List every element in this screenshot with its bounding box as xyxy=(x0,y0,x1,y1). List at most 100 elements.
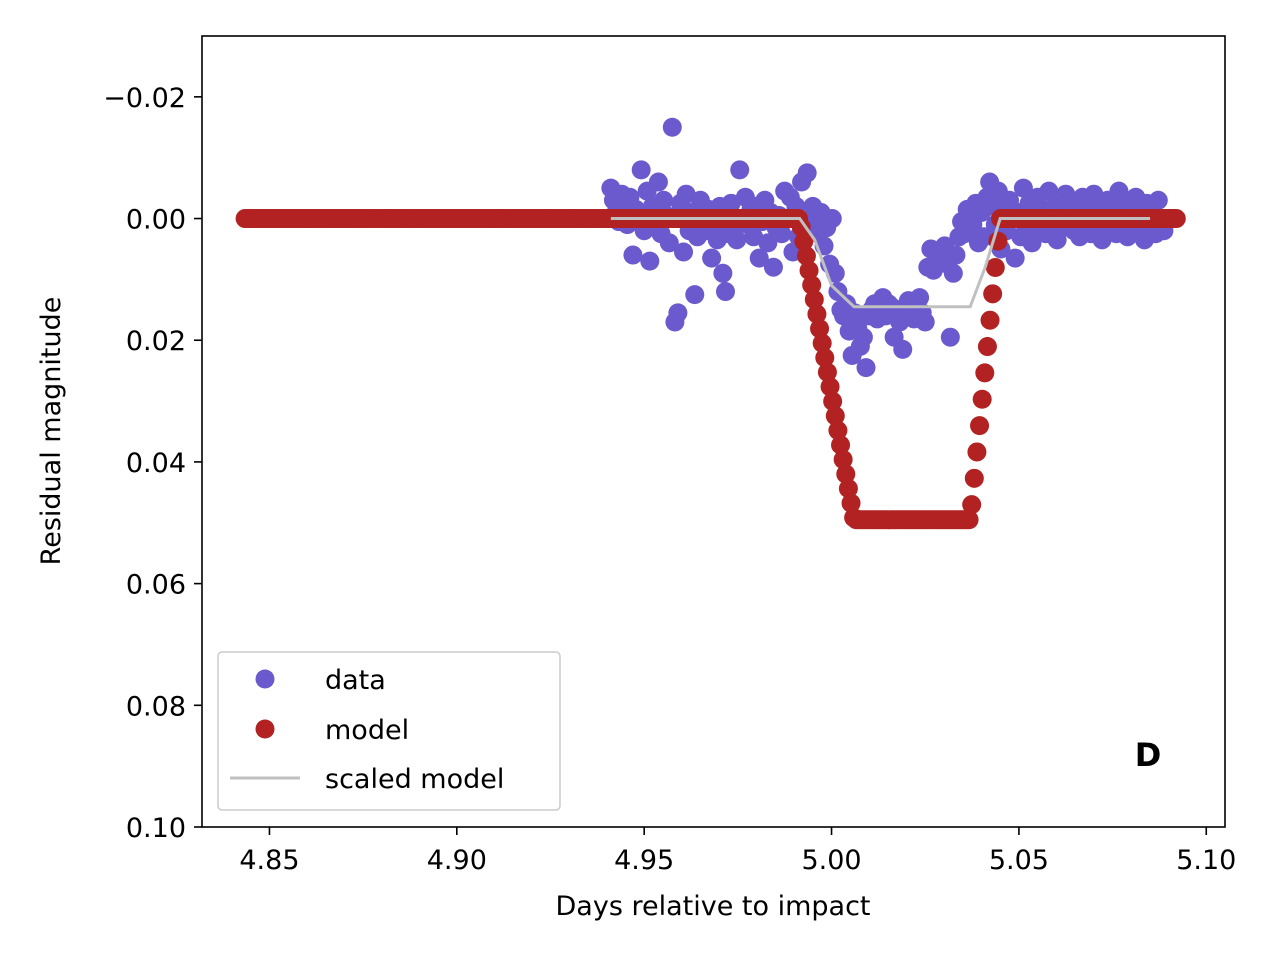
legend-label-scaled-model: scaled model xyxy=(325,764,504,795)
model-point xyxy=(833,449,853,469)
data-point xyxy=(943,263,963,283)
data-point xyxy=(685,285,705,305)
model-point xyxy=(799,260,819,280)
data-point xyxy=(1005,248,1025,268)
data-point xyxy=(654,190,674,210)
y-tick-label: 0.04 xyxy=(126,448,186,479)
x-tick-label: 4.90 xyxy=(427,845,487,876)
model-point xyxy=(980,310,1000,330)
data-point xyxy=(721,193,741,213)
data-point xyxy=(662,117,682,137)
y-tick-label: 0.06 xyxy=(126,570,186,601)
model-point xyxy=(804,290,824,310)
model-point xyxy=(823,391,843,411)
data-point xyxy=(674,242,694,262)
data-point xyxy=(893,339,913,359)
legend-label-data: data xyxy=(325,665,386,696)
model-point xyxy=(975,363,995,383)
model-point xyxy=(796,246,816,266)
data-point xyxy=(856,358,876,378)
y-tick-label: 0.10 xyxy=(126,813,186,844)
data-point xyxy=(676,184,696,204)
data-point xyxy=(825,263,845,283)
legend-label-model: model xyxy=(325,715,409,746)
data-point xyxy=(1109,181,1129,201)
legend-marker-data xyxy=(255,669,275,689)
data-point xyxy=(730,160,750,180)
x-axis-label: Days relative to impact xyxy=(556,891,871,922)
y-axis-label: Residual magnitude xyxy=(36,297,67,566)
model-point xyxy=(791,217,811,237)
x-tick-label: 5.10 xyxy=(1176,845,1236,876)
data-point xyxy=(631,160,651,180)
legend-marker-model xyxy=(255,719,275,739)
data-point xyxy=(772,224,792,244)
data-point xyxy=(915,312,935,332)
x-tick-label: 4.95 xyxy=(614,845,674,876)
model-point xyxy=(972,389,992,409)
plot-frame xyxy=(201,35,1226,828)
scaled-model-line xyxy=(610,217,1151,309)
data-point xyxy=(623,245,643,265)
model-point xyxy=(815,348,835,368)
model-point xyxy=(977,337,997,357)
model-point xyxy=(964,468,984,488)
y-axis: −0.02 0.00 0.02 0.04 0.06 0.08 0.10 xyxy=(103,83,202,844)
data-point xyxy=(640,251,660,271)
y-tick-label: 0.00 xyxy=(126,205,186,236)
y-tick-label: 0.08 xyxy=(126,691,186,722)
panel-letter: D xyxy=(1135,736,1162,774)
model-point xyxy=(841,493,861,513)
model-point xyxy=(959,510,979,530)
model-point xyxy=(1166,209,1186,229)
legend-box xyxy=(217,651,561,811)
data-point xyxy=(1039,181,1059,201)
x-axis: 4.85 4.90 4.95 5.00 5.05 5.10 xyxy=(239,827,1236,876)
model-point xyxy=(831,435,851,455)
model-point xyxy=(983,284,1003,304)
data-point xyxy=(713,263,733,283)
data-point xyxy=(727,230,747,250)
data-point xyxy=(1013,178,1033,198)
model-point xyxy=(828,420,848,440)
data-point xyxy=(1148,190,1168,210)
data-point xyxy=(910,288,930,308)
data-point xyxy=(946,245,966,265)
data-point xyxy=(853,327,873,347)
model-point xyxy=(807,304,827,324)
data-point xyxy=(744,227,764,247)
model-point xyxy=(825,406,845,426)
model-point xyxy=(970,416,990,436)
data-point xyxy=(940,327,960,347)
model-point xyxy=(794,231,814,251)
model-point xyxy=(962,495,982,515)
model-point xyxy=(810,319,830,339)
x-tick-label: 5.05 xyxy=(989,845,1049,876)
model-point xyxy=(967,442,987,462)
model-point xyxy=(802,275,822,295)
data-point xyxy=(715,282,735,302)
data-point xyxy=(822,209,842,229)
data-point xyxy=(797,163,817,183)
data-point xyxy=(659,233,679,253)
y-tick-label: 0.02 xyxy=(126,326,186,357)
model-point xyxy=(817,362,837,382)
data-point xyxy=(749,248,769,268)
model-point xyxy=(836,464,856,484)
data-point xyxy=(758,233,778,253)
legend: data model scaled model xyxy=(217,651,561,811)
y-tick-label: −0.02 xyxy=(103,83,186,114)
x-tick-label: 5.00 xyxy=(801,845,861,876)
plot-area xyxy=(235,117,1186,530)
data-point xyxy=(668,303,688,323)
data-point xyxy=(763,257,783,277)
data-point xyxy=(648,172,668,192)
model-point xyxy=(838,479,858,499)
model-point xyxy=(820,377,840,397)
data-point xyxy=(702,248,722,268)
x-tick-label: 4.85 xyxy=(239,845,299,876)
model-point xyxy=(812,333,832,353)
model-point xyxy=(985,257,1005,277)
